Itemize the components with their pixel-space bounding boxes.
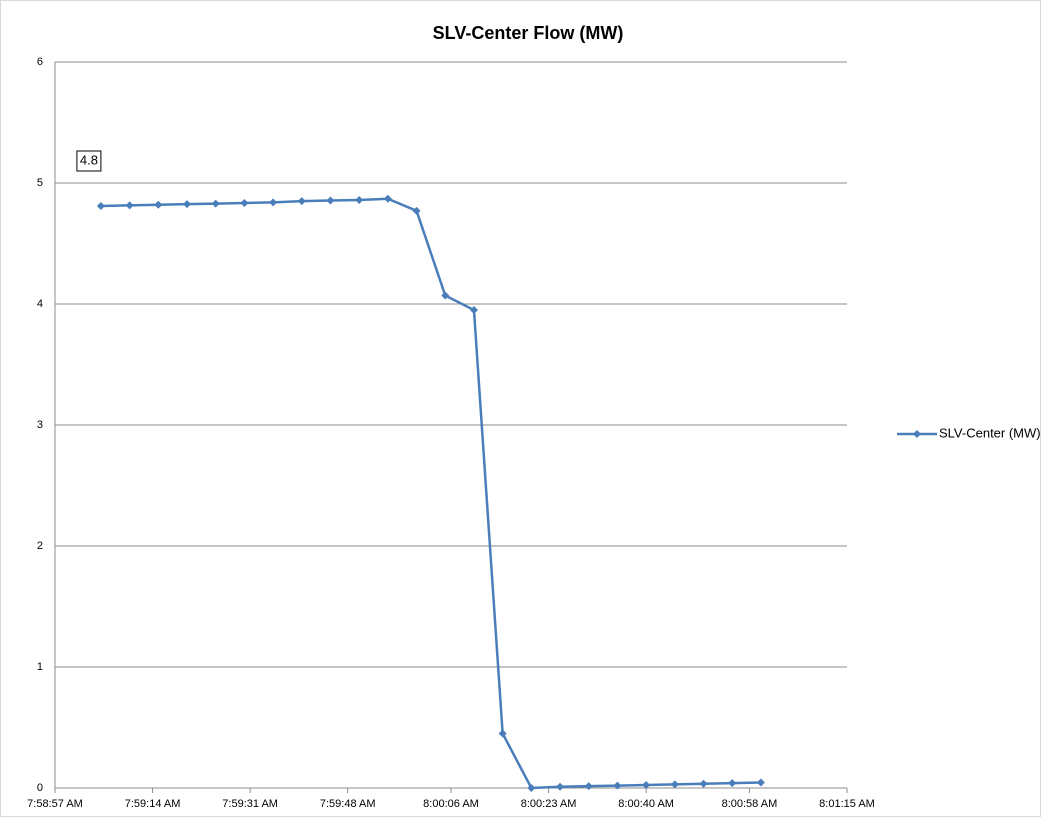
y-tick-label: 6 [37,56,43,68]
legend-marker [913,430,921,438]
x-tick-label: 7:59:48 AM [320,798,376,810]
marker [125,201,134,210]
x-tick-label: 7:59:31 AM [222,798,278,810]
x-tick-label: 8:00:40 AM [618,798,674,810]
y-tick-label: 2 [37,540,43,552]
marker [269,198,278,207]
y-tick-label: 4 [37,298,43,310]
x-tick-label: 8:00:23 AM [521,798,577,810]
y-tick-label: 1 [37,661,43,673]
marker [211,199,220,208]
x-tick-label: 8:01:15 AM [819,798,875,810]
marker [240,198,249,207]
marker [527,784,536,792]
marker [297,197,306,206]
marker [613,781,622,790]
y-tick-label: 3 [37,419,43,431]
marker [326,196,335,205]
marker [498,729,507,738]
marker [183,200,191,209]
marker [469,306,478,315]
marker [412,206,421,215]
data-label-box [76,150,102,172]
legend-label: SLV-Center (MW) [939,425,1041,440]
marker [441,291,450,300]
x-tick-label: 7:59:14 AM [125,798,181,810]
marker [728,779,737,788]
marker [756,778,765,787]
line [100,197,761,790]
chart-title: SLV-Center Flow (MW) [433,23,624,43]
x-tick-label: 7:58:57 AM [27,798,83,810]
x-tick-label: 8:00:06 AM [423,798,479,810]
data-label: 4.8 [80,152,98,167]
marker [383,194,392,203]
marker [154,200,163,209]
marker [556,782,565,791]
y-tick-label: 0 [37,782,43,794]
marker [670,780,679,789]
marker [96,201,105,210]
marker [699,779,708,788]
y-tick-label: 5 [37,177,43,189]
x-tick-label: 8:00:58 AM [722,798,778,810]
marker [355,195,364,204]
marker [584,782,593,791]
marker [642,780,651,789]
